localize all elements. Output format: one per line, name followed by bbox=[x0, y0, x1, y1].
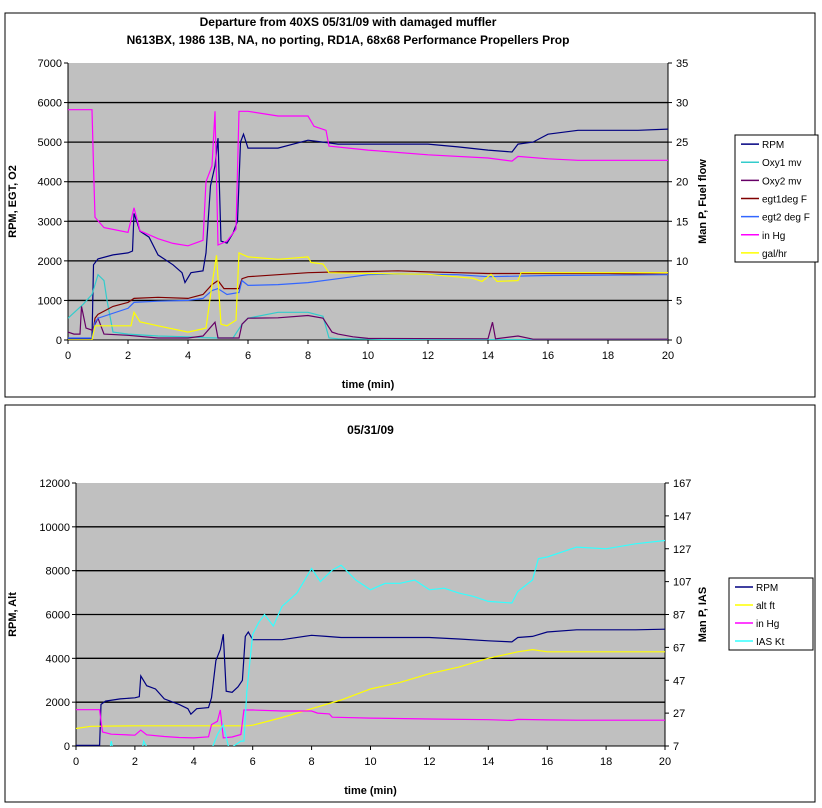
y2-tick-label: 87 bbox=[673, 610, 685, 622]
x-tick-label: 8 bbox=[305, 350, 311, 362]
legend-label: alt ft bbox=[756, 601, 775, 612]
series-line-in-hg bbox=[68, 109, 668, 247]
legend-label: egt1deg F bbox=[762, 195, 807, 206]
x-axis-title: time (min) bbox=[344, 785, 397, 797]
y2-tick-label: 0 bbox=[676, 335, 682, 347]
y2-tick-label: 10 bbox=[676, 256, 688, 268]
legend: RPM alt ft in Hg IAS Kt bbox=[728, 577, 814, 651]
series-line-rpm bbox=[68, 128, 668, 340]
chart-title: N613BX, 1986 13B, NA, no porting, RD1A, … bbox=[127, 33, 570, 47]
series-line-egt1deg-f bbox=[68, 270, 668, 340]
y2-tick-label: 67 bbox=[673, 642, 685, 654]
y2-tick-label: 30 bbox=[676, 98, 688, 110]
y2-tick-label: 5 bbox=[676, 295, 682, 307]
y-tick-label: 4000 bbox=[46, 653, 70, 665]
y2-tick-label: 20 bbox=[676, 177, 688, 189]
x-tick-label: 8 bbox=[309, 756, 315, 768]
y-tick-label: 0 bbox=[64, 741, 70, 753]
x-tick-label: 16 bbox=[541, 756, 553, 768]
x-tick-label: 14 bbox=[482, 350, 494, 362]
x-tick-label: 2 bbox=[125, 350, 131, 362]
series-line-rpm bbox=[76, 628, 665, 746]
chart-title: Departure from 40XS 05/31/09 with damage… bbox=[200, 15, 497, 29]
y-tick-label: 4000 bbox=[38, 177, 62, 189]
y-tick-label: 8000 bbox=[46, 566, 70, 578]
y2-tick-label: 25 bbox=[676, 137, 688, 149]
x-tick-label: 0 bbox=[73, 756, 79, 768]
legend-label: in Hg bbox=[762, 231, 785, 242]
x-tick-label: 20 bbox=[659, 756, 671, 768]
x-tick-label: 6 bbox=[250, 756, 256, 768]
legend-label: IAS Kt bbox=[756, 637, 785, 648]
series-line-in-hg bbox=[76, 709, 665, 739]
y-tick-label: 2000 bbox=[46, 697, 70, 709]
legend: RPM Oxy1 mv Oxy2 mv egt1deg F egt2 deg F in H… bbox=[734, 134, 819, 263]
x-tick-label: 2 bbox=[132, 756, 138, 768]
y-axis-title: RPM, EGT, O2 bbox=[7, 165, 19, 238]
legend-label: egt2 deg F bbox=[762, 213, 810, 224]
legend-box bbox=[728, 577, 814, 651]
y-tick-label: 10000 bbox=[39, 522, 70, 534]
chart-2: 05/31/09 0 2000 4000 6000 8000 10000 12000 7 27 47… bbox=[4, 404, 816, 803]
chart-title: 05/31/09 bbox=[347, 423, 394, 437]
series-line-alt-ft bbox=[76, 648, 665, 730]
x-tick-label: 14 bbox=[482, 756, 494, 768]
x-tick-label: 16 bbox=[542, 350, 554, 362]
y-tick-label: 6000 bbox=[46, 610, 70, 622]
y-tick-label: 2000 bbox=[38, 256, 62, 268]
y2-tick-label: 147 bbox=[673, 511, 691, 523]
y2-axis-title: Man P, Fuel flow bbox=[697, 159, 709, 244]
x-tick-label: 6 bbox=[245, 350, 251, 362]
series-line-ias-kt bbox=[109, 539, 665, 746]
legend-label: RPM bbox=[762, 140, 784, 151]
y2-tick-label: 27 bbox=[673, 708, 685, 720]
y2-tick-label: 167 bbox=[673, 478, 691, 490]
y-tick-label: 12000 bbox=[39, 478, 70, 490]
x-tick-label: 0 bbox=[65, 350, 71, 362]
legend-label: RPM bbox=[756, 583, 778, 594]
x-tick-label: 4 bbox=[185, 350, 191, 362]
y-tick-label: 6000 bbox=[38, 98, 62, 110]
legend-label: in Hg bbox=[756, 619, 779, 630]
y2-axis-title: Man P, IAS bbox=[697, 587, 709, 642]
y-tick-label: 7000 bbox=[38, 58, 62, 70]
y2-tick-label: 7 bbox=[673, 741, 679, 753]
y2-tick-label: 15 bbox=[676, 216, 688, 228]
x-axis-title: time (min) bbox=[342, 379, 395, 391]
x-tick-label: 12 bbox=[423, 756, 435, 768]
chart-1: Departure from 40XS 05/31/09 with damage… bbox=[4, 12, 819, 398]
x-tick-label: 12 bbox=[422, 350, 434, 362]
y-tick-label: 5000 bbox=[38, 137, 62, 149]
y2-tick-label: 107 bbox=[673, 577, 691, 589]
y-axis-title: RPM, Alt bbox=[7, 592, 19, 637]
y2-tick-label: 127 bbox=[673, 544, 691, 556]
legend-label: gal/hr bbox=[762, 249, 788, 260]
x-tick-label: 4 bbox=[191, 756, 197, 768]
y-tick-label: 3000 bbox=[38, 216, 62, 228]
x-tick-label: 20 bbox=[662, 350, 674, 362]
y2-tick-label: 47 bbox=[673, 675, 685, 687]
y-tick-label: 1000 bbox=[38, 295, 62, 307]
y-tick-label: 0 bbox=[56, 335, 62, 347]
x-tick-label: 18 bbox=[600, 756, 612, 768]
series-line-gal-hr bbox=[68, 251, 668, 340]
plot-area bbox=[68, 63, 668, 340]
legend-label: Oxy1 mv bbox=[762, 158, 801, 169]
y2-tick-label: 35 bbox=[676, 58, 688, 70]
x-tick-label: 10 bbox=[362, 350, 374, 362]
x-tick-label: 18 bbox=[602, 350, 614, 362]
legend-label: Oxy2 mv bbox=[762, 176, 801, 187]
x-tick-label: 10 bbox=[364, 756, 376, 768]
series-line-oxy2-mv bbox=[68, 306, 668, 340]
